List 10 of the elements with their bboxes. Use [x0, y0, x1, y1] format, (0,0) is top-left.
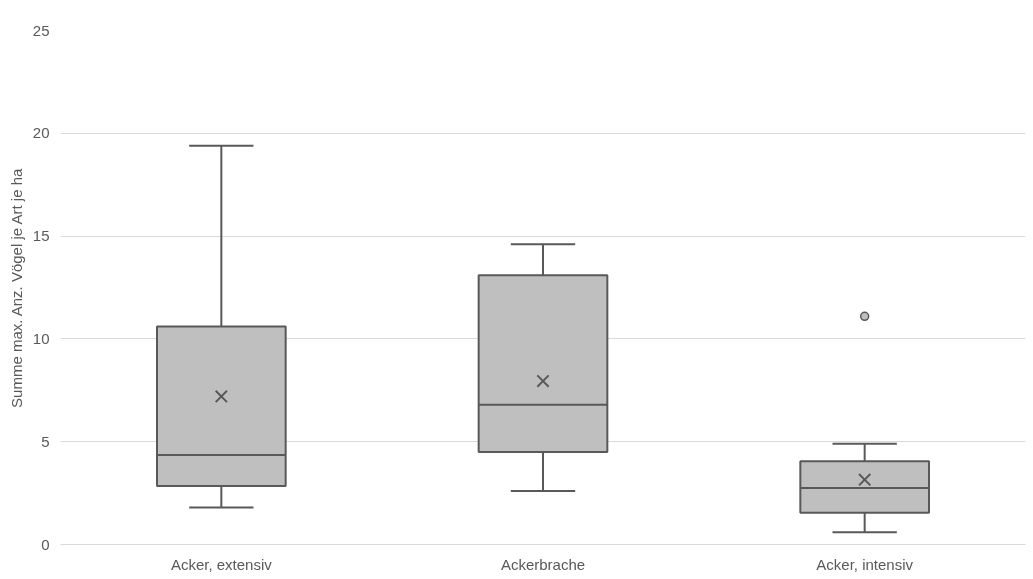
- y-tick-label: 10: [32, 329, 50, 347]
- y-tick-label: 15: [32, 227, 50, 245]
- y-tick-label: 5: [41, 432, 50, 450]
- y-tick-label: 20: [32, 124, 50, 142]
- y-tick-label: 25: [32, 21, 50, 39]
- x-tick-label: Acker, intensiv: [816, 555, 914, 573]
- x-tick-label: Ackerbrache: [500, 555, 586, 573]
- x-tick-label: Acker, extensiv: [170, 555, 273, 573]
- y-axis-title: Summe max. Anz. Vögel je Art je ha: [7, 168, 25, 408]
- y-tick-label: 0: [41, 535, 50, 553]
